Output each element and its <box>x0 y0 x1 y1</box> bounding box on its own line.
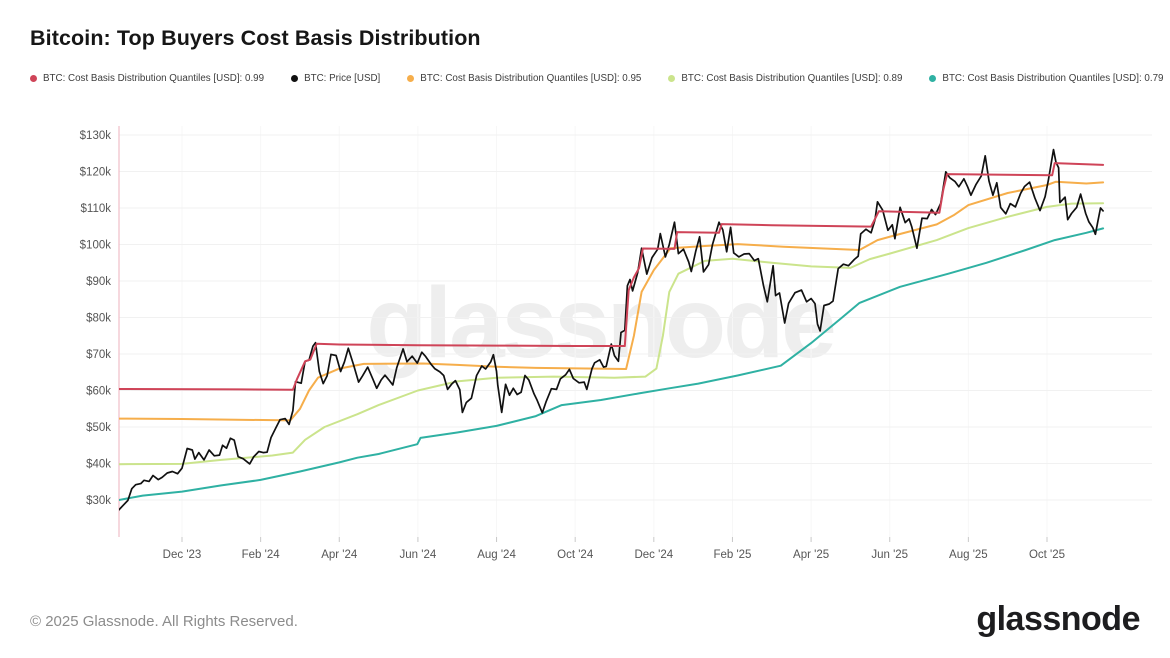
legend-item-label: BTC: Cost Basis Distribution Quantiles [… <box>43 73 265 84</box>
chart-legend: BTC: Cost Basis Distribution Quantiles [… <box>30 73 1163 84</box>
legend-item-label: BTC: Cost Basis Distribution Quantiles [… <box>942 73 1164 84</box>
glassnode-logo[interactable]: glassnode <box>976 600 1140 638</box>
series-line-q079[interactable] <box>119 227 1105 501</box>
y-axis-labels: $30k $40k $50k $60k $70k $80k $90k $100k $110k $1… <box>80 130 112 507</box>
y-tick-label: $40k <box>86 459 111 471</box>
legend-item-label: BTC: Cost Basis Distribution Quantiles [… <box>420 73 642 84</box>
series-line-q089[interactable] <box>119 202 1105 466</box>
x-tick-label: Dec '23 <box>163 549 202 561</box>
y-tick-label: $60k <box>86 386 111 398</box>
y-tick-label: $80k <box>86 313 111 325</box>
legend-dot-icon <box>929 75 937 82</box>
legend-dot-icon <box>291 75 299 82</box>
legend-item-2[interactable]: BTC: Cost Basis Distribution Quantiles [… <box>407 73 641 84</box>
x-tick-label: Feb '24 <box>242 549 281 561</box>
legend-item-label: BTC: Price [USD] <box>304 73 381 84</box>
y-tick-label: $90k <box>86 276 111 288</box>
x-tick-label: Aug '24 <box>477 549 516 561</box>
chart-canvas[interactable]: glassnode $30k $40k $50k $60k $70k $80k $90k $1… <box>0 0 1170 575</box>
x-tick-label: Dec '24 <box>634 549 673 561</box>
series-line-q095[interactable] <box>119 180 1105 422</box>
y-tick-label: $110k <box>81 203 112 215</box>
legend-item-0[interactable]: BTC: Cost Basis Distribution Quantiles [… <box>30 73 264 84</box>
legend-dot-icon <box>407 75 415 82</box>
x-tick-label: Jun '24 <box>400 549 437 561</box>
y-tick-label: $50k <box>86 422 111 434</box>
series-lines <box>119 148 1105 512</box>
x-tick-label: Apr '25 <box>793 549 829 561</box>
y-tick-label: $130k <box>80 130 112 142</box>
legend-item-3[interactable]: BTC: Cost Basis Distribution Quantiles [… <box>668 73 902 84</box>
x-tick-label: Oct '24 <box>557 549 594 561</box>
x-tick-label: Jun '25 <box>871 549 908 561</box>
x-tick-label: Feb '25 <box>713 549 751 561</box>
x-tick-label: Apr '24 <box>321 549 358 561</box>
legend-dot-icon <box>668 75 676 82</box>
legend-item-label: BTC: Cost Basis Distribution Quantiles [… <box>681 73 903 84</box>
x-axis-labels: Dec '23 Feb '24 Apr '24 Jun '24 Aug '24 Oct '… <box>163 537 1065 561</box>
legend-item-1[interactable]: BTC: Price [USD] <box>291 73 380 84</box>
x-tick-label: Aug '25 <box>949 549 988 561</box>
y-tick-label: $70k <box>86 349 111 361</box>
page-title: Bitcoin: Top Buyers Cost Basis Distribut… <box>30 26 481 50</box>
y-tick-label: $30k <box>86 495 111 507</box>
copyright-text: © 2025 Glassnode. All Rights Reserved. <box>30 613 298 630</box>
legend-dot-icon <box>30 75 37 82</box>
y-tick-label: $100k <box>80 240 112 252</box>
legend-item-4[interactable]: BTC: Cost Basis Distribution Quantiles [… <box>929 73 1163 84</box>
x-tick-label: Oct '25 <box>1029 549 1065 561</box>
glassnode-watermark: glassnode <box>366 267 834 379</box>
y-tick-label: $120k <box>80 167 112 179</box>
series-line-q099[interactable] <box>119 162 1105 391</box>
